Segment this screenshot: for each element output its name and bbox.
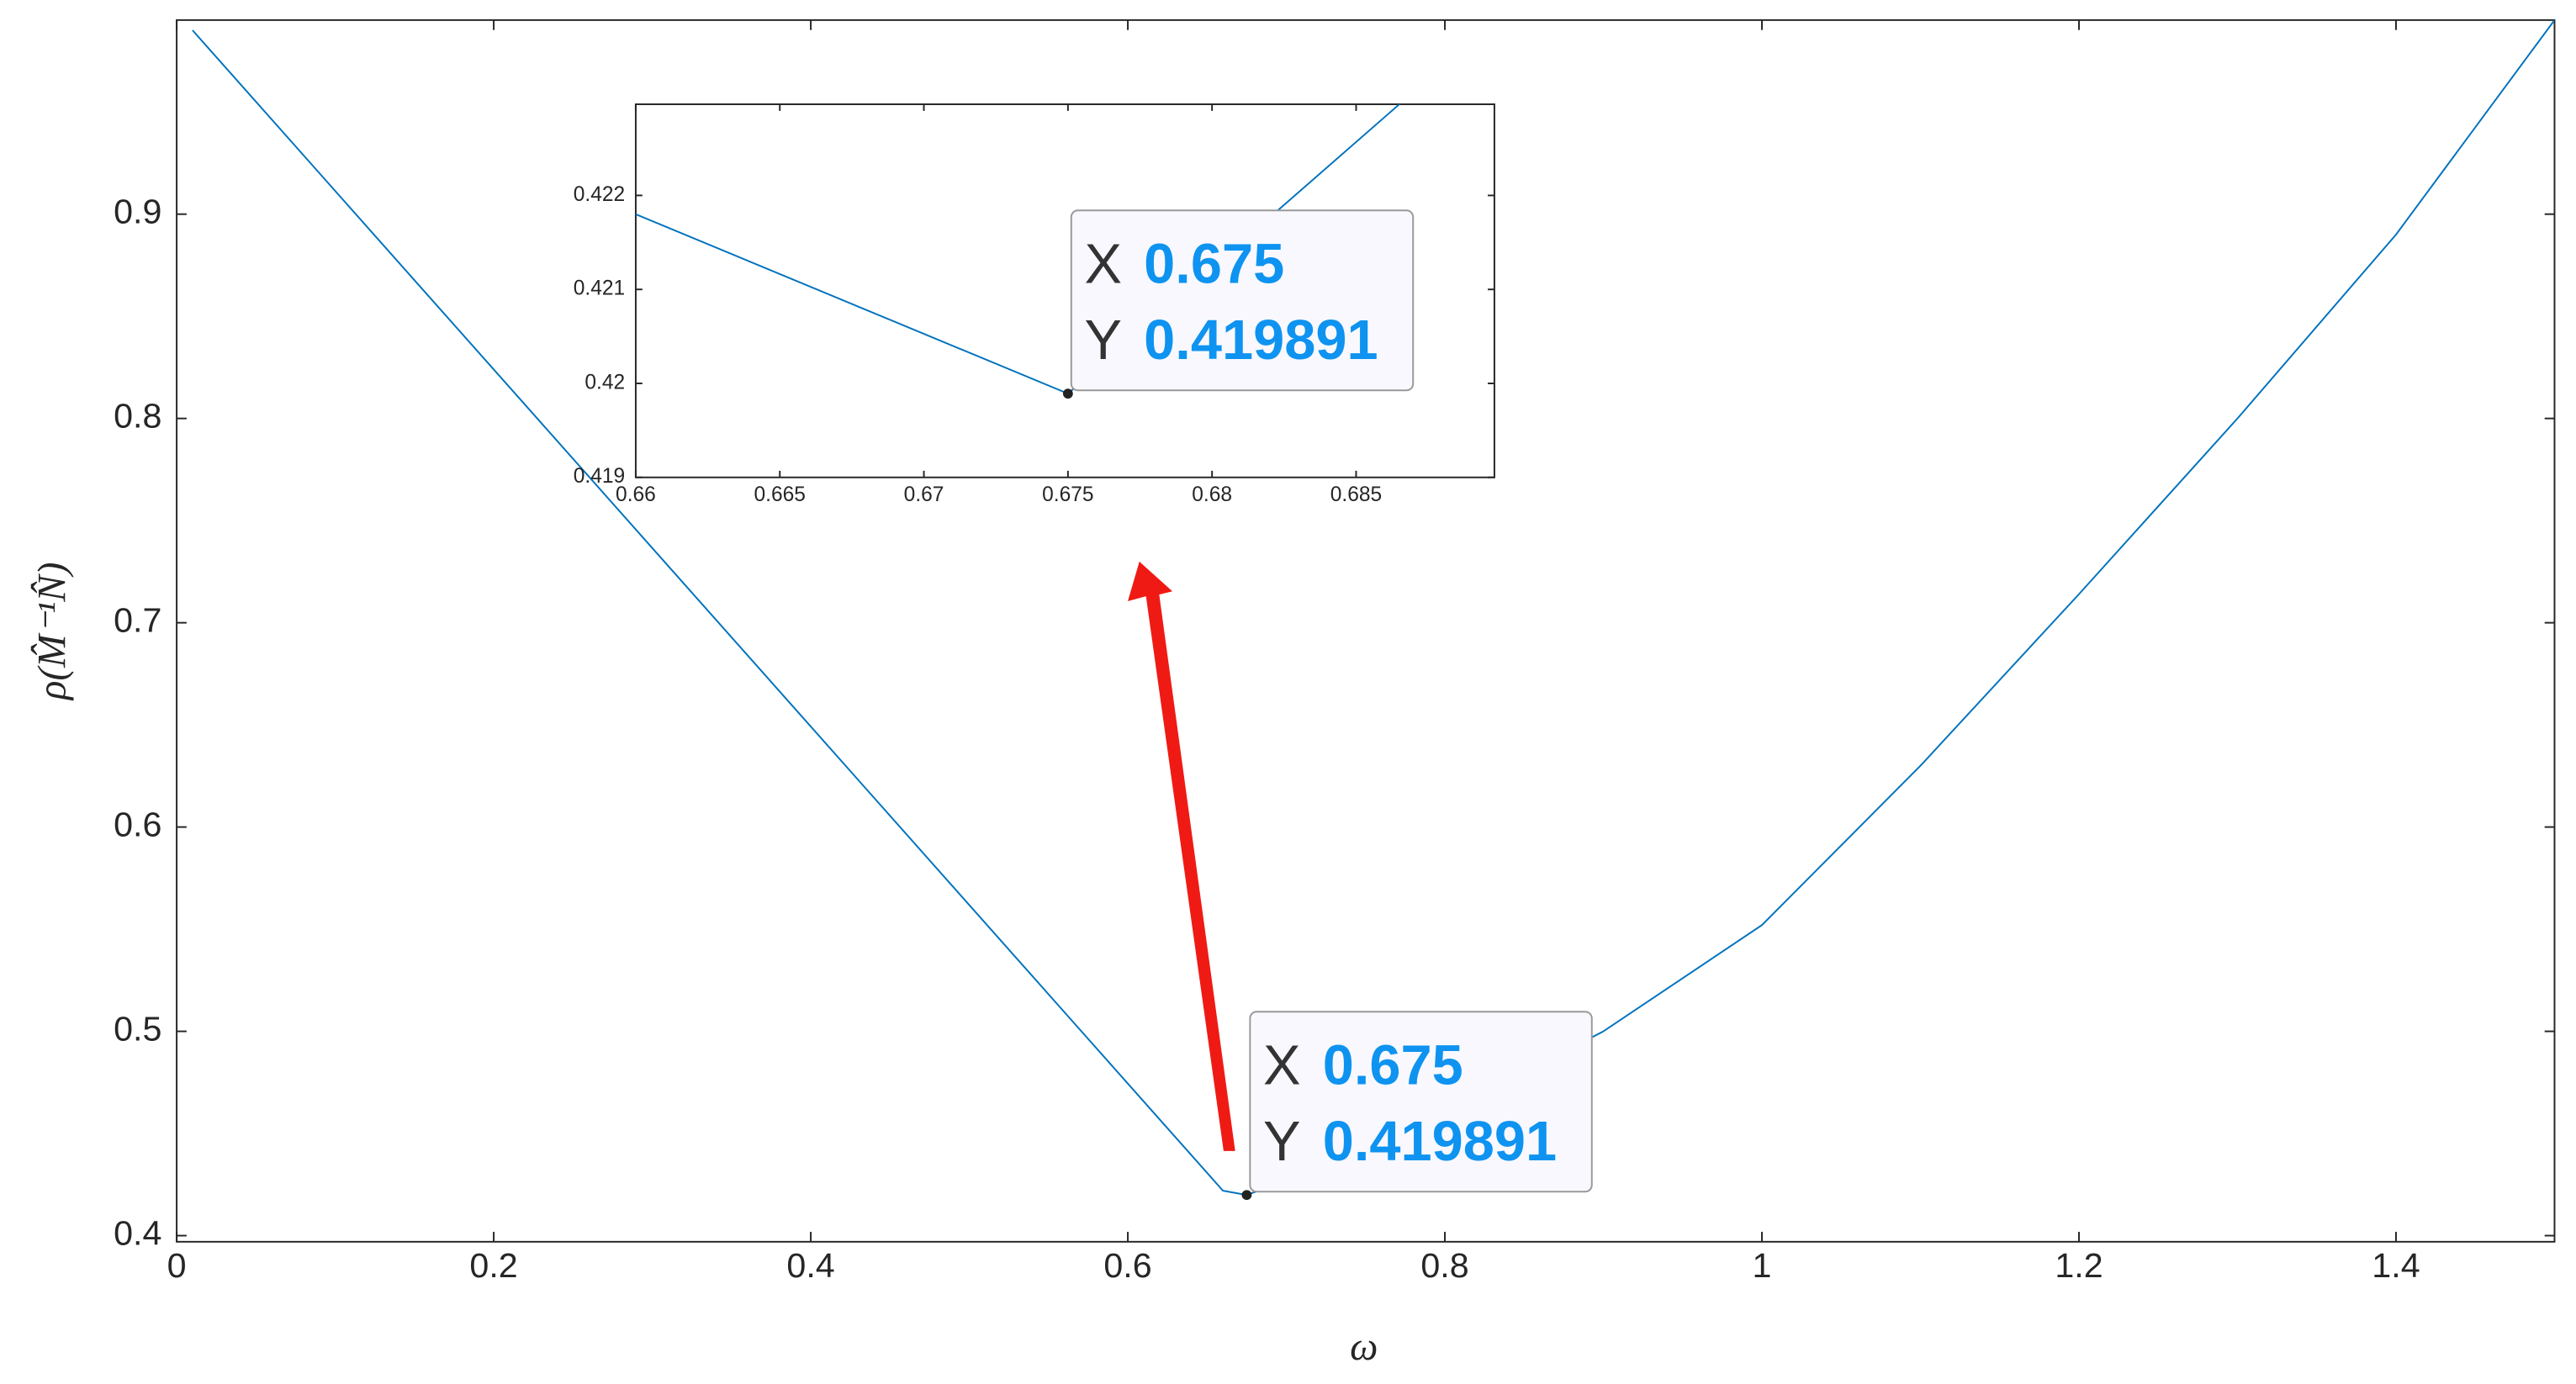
x-tick-label: 0.675 <box>1042 483 1093 506</box>
y-tick-label: 0.419 <box>574 465 625 488</box>
datatip-box <box>1249 1011 1593 1193</box>
datatip-marker <box>1062 388 1073 399</box>
y-tick-label: 0.9 <box>114 193 161 231</box>
y-tick-label: 0.422 <box>574 183 625 206</box>
datatip-y-key: Y <box>1263 1111 1301 1173</box>
datatip-box <box>1070 209 1415 392</box>
y-tick-label: 0.8 <box>114 397 161 436</box>
y-axis-label: ρ(M̂⁻¹N̂) <box>31 563 75 702</box>
y-tick-label: 0.421 <box>574 277 625 300</box>
x-tick-label: 0.2 <box>469 1246 517 1285</box>
x-tick-label: 0.6 <box>1103 1246 1151 1285</box>
datatip-x-key: X <box>1084 234 1122 296</box>
x-tick-label: 0.67 <box>904 483 944 506</box>
y-tick-label: 0.4 <box>114 1213 161 1252</box>
datatip-x-value: 0.675 <box>1323 1035 1463 1097</box>
datatip-y-key: Y <box>1084 309 1122 372</box>
x-tick-label: 0.8 <box>1420 1246 1468 1285</box>
x-axis-label: ω <box>1350 1325 1378 1369</box>
y-tick-label: 0.42 <box>584 371 625 394</box>
x-tick-label: 0.66 <box>616 483 656 506</box>
datatip-marker <box>1241 1190 1252 1201</box>
y-tick-label: 0.7 <box>114 601 161 640</box>
x-tick-label: 1.4 <box>2372 1246 2420 1285</box>
x-tick-label: 0.665 <box>754 483 806 506</box>
datatip-y-value: 0.419891 <box>1323 1111 1557 1173</box>
x-tick-label: 1 <box>1753 1246 1772 1285</box>
y-tick-label: 0.6 <box>114 805 161 843</box>
arrow <box>1128 561 1235 1151</box>
x-tick-label: 0.4 <box>786 1246 834 1285</box>
datatip-y-value: 0.419891 <box>1144 309 1378 372</box>
x-tick-label: 0.685 <box>1330 483 1382 506</box>
inset-plot: 0.66 0.665 0.67 0.675 0.68 0.685 0.419 0.42 0.42… <box>574 103 1495 506</box>
y-tick-label: 0.5 <box>114 1009 161 1048</box>
x-tick-label: 0.68 <box>1192 483 1232 506</box>
datatip-x-value: 0.675 <box>1144 234 1284 296</box>
x-tick-label: 1.2 <box>2055 1246 2103 1285</box>
datatip-x-key: X <box>1263 1035 1301 1097</box>
x-tick-label: 0 <box>167 1246 187 1285</box>
